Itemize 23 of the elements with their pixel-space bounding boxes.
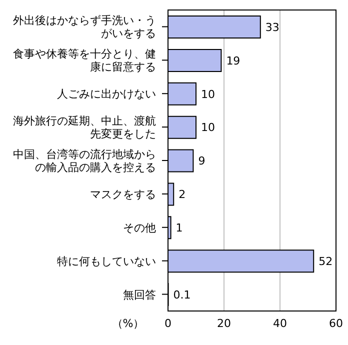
x-tick-label: 20 xyxy=(217,316,231,330)
x-tick-label: 40 xyxy=(273,316,287,330)
y-tick-label: マスクをする xyxy=(90,187,156,200)
x-tick-label: 0 xyxy=(164,316,172,330)
data-label: 10 xyxy=(201,88,215,101)
data-label: 52 xyxy=(318,255,333,268)
y-tick-label: 食事や休養等を十分とり、健康に留意する xyxy=(13,47,156,74)
data-label: 19 xyxy=(226,54,240,68)
data-label: 10 xyxy=(201,121,215,134)
y-tick-label: 海外旅行の延期、中止、渡航先変更をした xyxy=(13,114,156,140)
data-label: 33 xyxy=(265,20,280,34)
x-axis-title: （%） xyxy=(112,317,144,330)
y-tick-label: 特に何もしていない xyxy=(57,254,156,268)
y-tick-label: 外出後はかならず手洗い・うがいをする xyxy=(13,14,156,40)
data-label: 9 xyxy=(198,154,206,168)
data-label: 1 xyxy=(176,222,183,235)
y-tick-label: 無回答 xyxy=(123,288,156,301)
x-tick-label: 60 xyxy=(329,316,343,330)
y-tick-label: その他 xyxy=(123,220,156,234)
data-label: 2 xyxy=(178,188,186,202)
y-tick-label: 人ごみに出かけない xyxy=(57,87,156,100)
y-tick-label: 中国、台湾等の流行地域からの輸入品の購入を控える xyxy=(13,148,156,174)
data-label: 0.1 xyxy=(173,288,191,302)
